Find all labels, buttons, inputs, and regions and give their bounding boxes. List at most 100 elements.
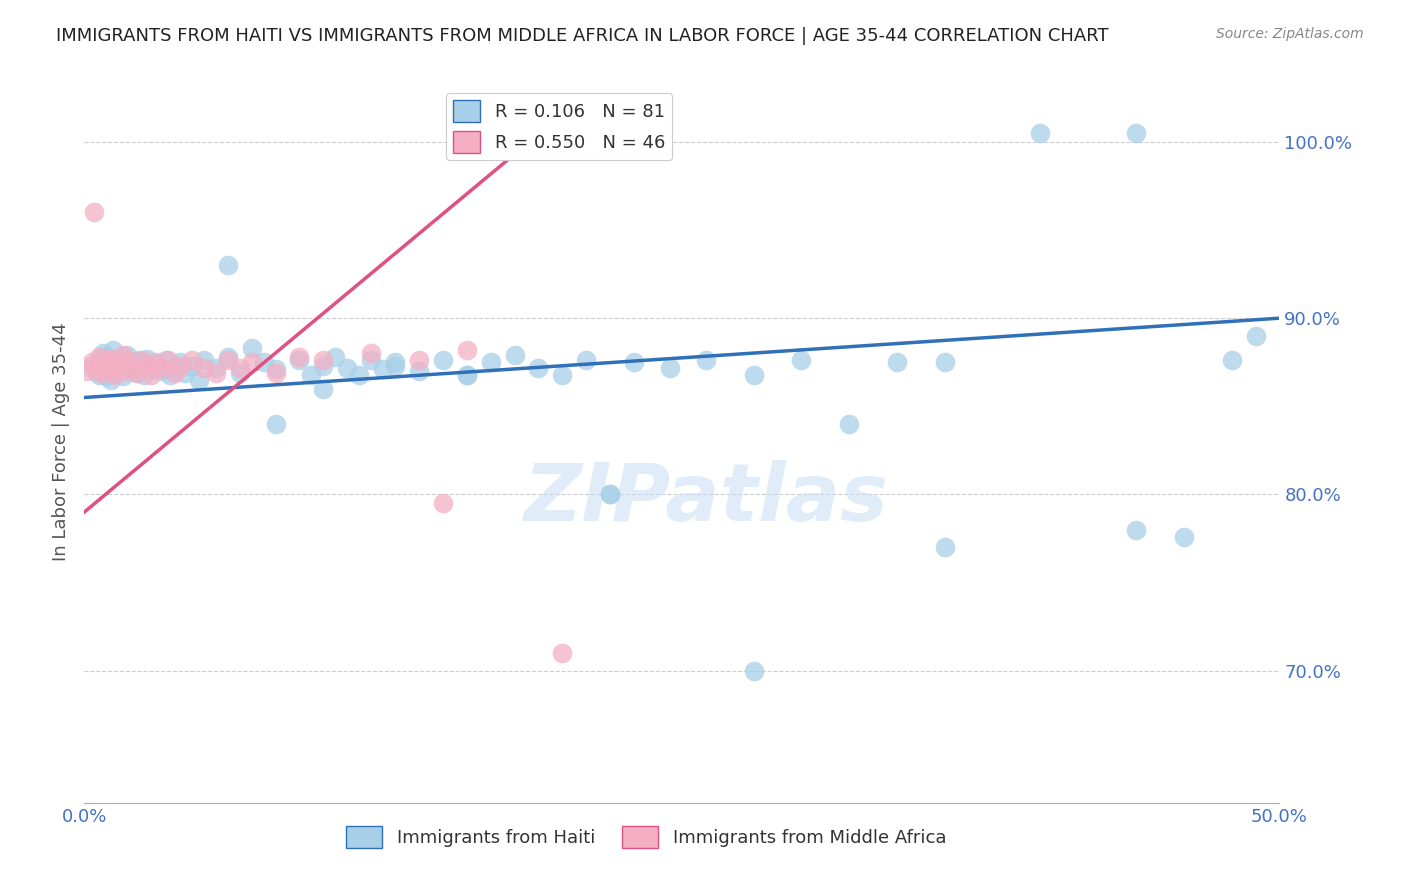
Point bbox=[104, 368, 127, 382]
Point bbox=[456, 368, 478, 382]
Point bbox=[1125, 523, 1147, 537]
Point bbox=[503, 348, 526, 362]
Point bbox=[135, 351, 157, 366]
Point bbox=[384, 359, 406, 373]
Point bbox=[114, 364, 136, 378]
Text: Source: ZipAtlas.com: Source: ZipAtlas.com bbox=[1216, 27, 1364, 41]
Point bbox=[83, 205, 105, 219]
Point bbox=[312, 353, 335, 368]
Point bbox=[349, 368, 371, 382]
Point bbox=[1125, 126, 1147, 140]
Point bbox=[97, 360, 120, 375]
Point bbox=[253, 355, 276, 369]
Point bbox=[131, 353, 153, 368]
Point bbox=[155, 353, 177, 368]
Point bbox=[93, 346, 115, 360]
Point bbox=[1173, 530, 1195, 544]
Point bbox=[141, 368, 163, 382]
Point bbox=[181, 359, 204, 373]
Point bbox=[141, 362, 163, 376]
Point bbox=[312, 359, 335, 373]
Point bbox=[240, 341, 263, 355]
Text: IMMIGRANTS FROM HAITI VS IMMIGRANTS FROM MIDDLE AFRICA IN LABOR FORCE | AGE 35-4: IMMIGRANTS FROM HAITI VS IMMIGRANTS FROM… bbox=[56, 27, 1109, 45]
Point bbox=[100, 373, 122, 387]
Point bbox=[456, 368, 478, 382]
Point bbox=[264, 366, 287, 380]
Point bbox=[360, 346, 382, 360]
Point bbox=[742, 368, 765, 382]
Point bbox=[94, 353, 117, 368]
Point bbox=[111, 369, 134, 384]
Point bbox=[128, 353, 150, 368]
Point bbox=[934, 541, 956, 555]
Point bbox=[87, 350, 110, 364]
Point bbox=[432, 353, 454, 368]
Point bbox=[149, 364, 172, 378]
Point bbox=[288, 353, 311, 368]
Point bbox=[101, 360, 124, 375]
Point bbox=[1220, 353, 1243, 368]
Point bbox=[97, 364, 120, 378]
Point bbox=[623, 355, 645, 369]
Point bbox=[499, 126, 522, 140]
Point bbox=[80, 359, 103, 373]
Point bbox=[118, 364, 141, 378]
Point bbox=[149, 360, 172, 375]
Point bbox=[496, 126, 519, 140]
Legend: Immigrants from Haiti, Immigrants from Middle Africa: Immigrants from Haiti, Immigrants from M… bbox=[339, 819, 953, 855]
Point bbox=[479, 355, 502, 369]
Point bbox=[117, 348, 139, 362]
Point bbox=[659, 360, 682, 375]
Point bbox=[90, 366, 112, 380]
Point bbox=[205, 360, 228, 375]
Point bbox=[494, 126, 516, 140]
Point bbox=[264, 362, 287, 376]
Point bbox=[131, 359, 153, 373]
Point bbox=[86, 364, 108, 378]
Point bbox=[790, 353, 813, 368]
Point bbox=[169, 359, 191, 373]
Point bbox=[110, 359, 132, 373]
Point bbox=[527, 360, 550, 375]
Point bbox=[695, 353, 717, 368]
Point bbox=[104, 366, 127, 380]
Point bbox=[125, 366, 148, 380]
Point bbox=[551, 646, 574, 660]
Point bbox=[93, 359, 115, 373]
Point bbox=[145, 357, 167, 371]
Point bbox=[360, 353, 382, 368]
Point bbox=[135, 359, 157, 373]
Point bbox=[193, 360, 215, 375]
Point bbox=[80, 355, 103, 369]
Point bbox=[125, 366, 148, 380]
Point bbox=[165, 366, 187, 380]
Point bbox=[742, 664, 765, 678]
Point bbox=[181, 353, 204, 368]
Point bbox=[101, 343, 124, 357]
Point bbox=[94, 369, 117, 384]
Point bbox=[205, 366, 228, 380]
Point bbox=[87, 368, 110, 382]
Point bbox=[1029, 126, 1052, 140]
Y-axis label: In Labor Force | Age 35-44: In Labor Force | Age 35-44 bbox=[52, 322, 70, 561]
Point bbox=[551, 368, 574, 382]
Point bbox=[145, 355, 167, 369]
Point bbox=[312, 382, 335, 396]
Point bbox=[217, 353, 239, 368]
Point bbox=[76, 364, 98, 378]
Point bbox=[408, 353, 430, 368]
Point bbox=[217, 258, 239, 272]
Point bbox=[229, 366, 252, 380]
Point bbox=[373, 362, 395, 376]
Point bbox=[599, 487, 621, 501]
Point bbox=[217, 350, 239, 364]
Point bbox=[157, 353, 180, 368]
Point bbox=[336, 360, 359, 375]
Point bbox=[229, 360, 252, 375]
Point bbox=[288, 350, 311, 364]
Point bbox=[121, 355, 143, 369]
Point bbox=[492, 126, 515, 140]
Point bbox=[384, 355, 406, 369]
Point bbox=[264, 417, 287, 431]
Point bbox=[934, 355, 956, 369]
